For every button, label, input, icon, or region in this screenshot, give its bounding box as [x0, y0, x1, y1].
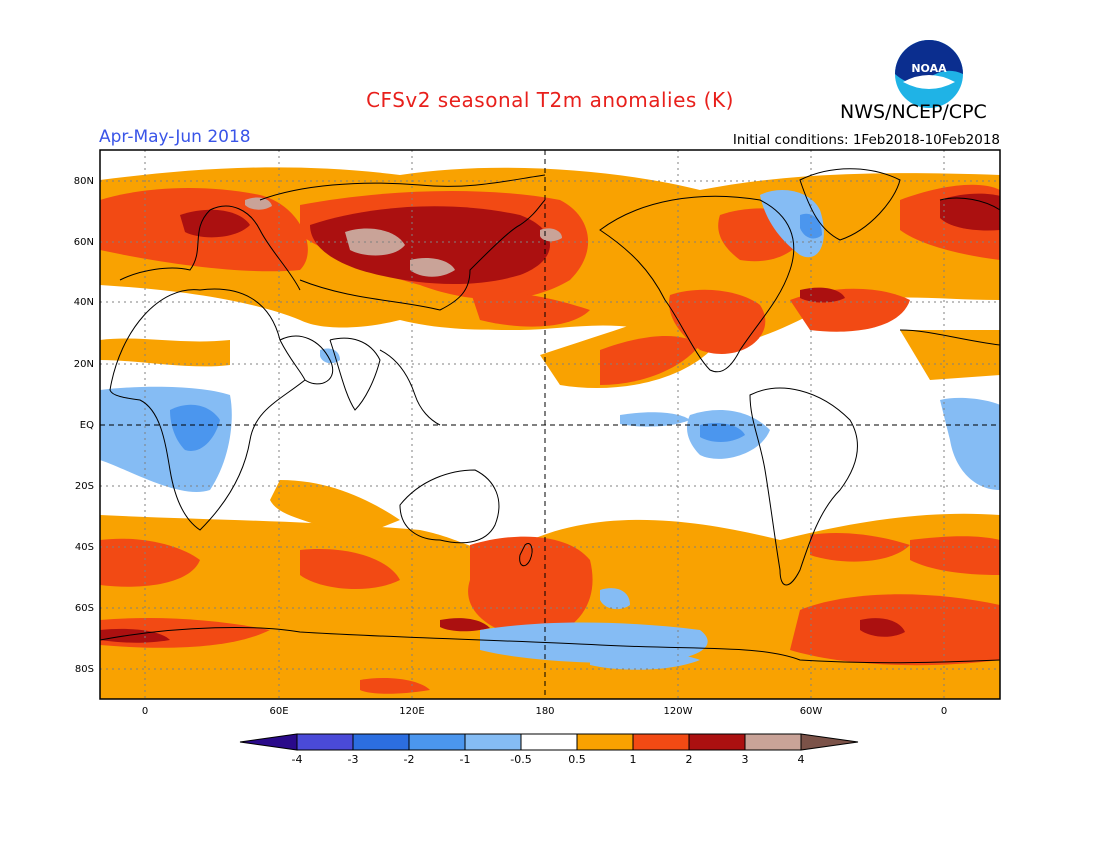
lon-label: 120E — [399, 706, 424, 717]
colorbar-tick: 0.5 — [568, 753, 586, 766]
map-title: CFSv2 seasonal T2m anomalies (K) — [366, 88, 734, 112]
colorbar-tick: -2 — [404, 753, 415, 766]
colorbar — [239, 733, 859, 751]
lon-label: 60E — [269, 706, 288, 717]
lat-label: 80N — [74, 176, 94, 187]
colorbar-swatch — [520, 733, 578, 751]
anomaly-negative-1-2 — [170, 213, 822, 451]
lon-label: 0 — [142, 706, 148, 717]
noaa-logo: NOAA — [893, 38, 965, 114]
lat-label: 20S — [75, 481, 94, 492]
lat-label: 60S — [75, 603, 94, 614]
colorbar-swatch — [464, 733, 522, 751]
colorbar-swatch-gt-4 — [800, 733, 859, 751]
colorbar-tick: -4 — [292, 753, 303, 766]
anomaly-positive-3-4 — [245, 197, 562, 277]
colorbar-swatch — [576, 733, 634, 751]
colorbar-swatch — [408, 733, 466, 751]
initial-conditions-label: Initial conditions: 1Feb2018-10Feb2018 — [732, 132, 1000, 148]
colorbar-tick: 1 — [630, 753, 637, 766]
lat-label: EQ — [80, 420, 94, 431]
lon-label: 0 — [941, 706, 947, 717]
lat-label: 40S — [75, 542, 94, 553]
colorbar-swatch — [296, 733, 354, 751]
colorbar-swatch — [744, 733, 802, 751]
latitude-labels: 80N 60N 40N 20N EQ 20S 40S 60S 80S — [74, 176, 94, 675]
colorbar-tick: 3 — [742, 753, 749, 766]
lat-label: 80S — [75, 664, 94, 675]
graticule — [100, 150, 1000, 699]
colorbar-swatch — [688, 733, 746, 751]
lat-label: 20N — [74, 359, 94, 370]
map-frame — [99, 149, 1001, 700]
equator-dateline — [100, 150, 1000, 699]
lat-label: 60N — [74, 237, 94, 248]
colorbar-swatch-lt-minus4 — [239, 733, 298, 751]
colorbar-tick: -1 — [460, 753, 471, 766]
longitude-labels: 0 60E 120E 180 120W 60W 0 — [142, 706, 947, 717]
anomaly-negative-05-1 — [100, 190, 1000, 670]
anomaly-positive-2-3 — [100, 193, 1000, 643]
lat-label: 40N — [74, 297, 94, 308]
colorbar-tick: -3 — [348, 753, 359, 766]
colorbar-tick: -0.5 — [510, 753, 531, 766]
colorbar-tick: 2 — [686, 753, 693, 766]
period-label: Apr-May-Jun 2018 — [99, 127, 251, 147]
colorbar-labels: -4 -3 -2 -1 -0.5 0.5 1 2 3 4 — [292, 753, 805, 766]
colorbar-swatch — [352, 733, 410, 751]
noaa-logo-text: NOAA — [911, 62, 947, 75]
colorbar-swatch — [632, 733, 690, 751]
colorbar-tick: 4 — [798, 753, 805, 766]
coastlines — [100, 168, 1000, 664]
agency-label: NWS/NCEP/CPC — [840, 101, 987, 123]
lon-label: 60W — [800, 706, 823, 717]
lon-label: 180 — [535, 706, 554, 717]
lon-label: 120W — [664, 706, 693, 717]
anomaly-field — [100, 150, 1000, 699]
